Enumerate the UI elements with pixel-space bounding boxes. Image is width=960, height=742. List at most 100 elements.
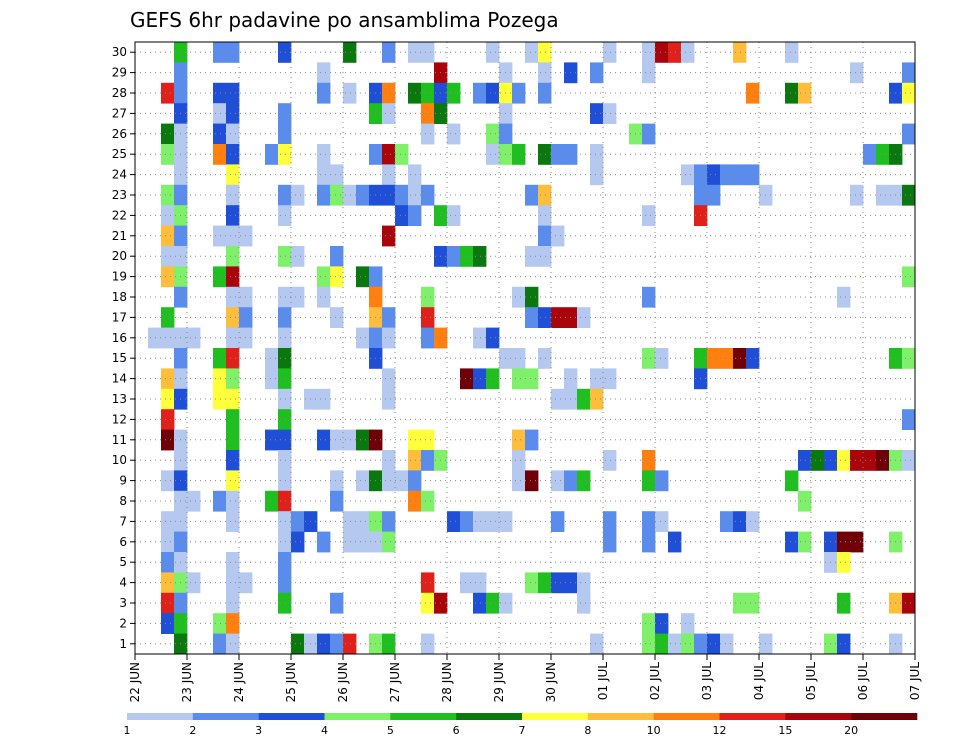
- heatmap-cell: [642, 531, 656, 553]
- y-tick-label: 8: [119, 494, 127, 508]
- heatmap-cell: [538, 62, 552, 84]
- heatmap-cell: [278, 42, 292, 63]
- heatmap-cell: [330, 307, 344, 328]
- heatmap-cell: [213, 388, 227, 410]
- heatmap-cell: [668, 531, 682, 553]
- heatmap-cell: [356, 429, 370, 451]
- y-tick-label: 13: [112, 392, 127, 406]
- heatmap-cell: [707, 348, 721, 369]
- heatmap-cell: [720, 511, 734, 532]
- heatmap-cell: [161, 429, 175, 451]
- heatmap-cell: [798, 450, 812, 471]
- heatmap-cell: [447, 205, 461, 226]
- heatmap-cell: [876, 184, 890, 206]
- heatmap-cell: [161, 409, 175, 430]
- heatmap-cell: [590, 103, 604, 124]
- heatmap-cell: [733, 42, 747, 63]
- heatmap-cell: [226, 246, 240, 267]
- x-tick-label: 02 JUL: [648, 662, 662, 700]
- heatmap-cell: [278, 490, 292, 512]
- heatmap-cell: [408, 429, 422, 451]
- heatmap-cell: [512, 348, 526, 369]
- heatmap-cell: [343, 42, 357, 63]
- heatmap-cell: [525, 246, 539, 267]
- heatmap-cell: [278, 552, 292, 573]
- heatmap-cell: [213, 144, 227, 165]
- heatmap-cell: [785, 531, 799, 553]
- heatmap-cell: [317, 62, 331, 84]
- heatmap-cell: [642, 123, 656, 145]
- heatmap-cell: [317, 633, 331, 655]
- heatmap-cell: [317, 266, 331, 288]
- heatmap-cell: [395, 184, 409, 206]
- heatmap-cell: [811, 450, 825, 471]
- heatmap-cell: [291, 184, 305, 206]
- colorbar-label: 2: [189, 724, 196, 737]
- y-tick-label: 14: [112, 372, 127, 386]
- heatmap-cell: [291, 286, 305, 308]
- heatmap-cell: [551, 572, 565, 594]
- heatmap-cell: [642, 42, 656, 63]
- heatmap-cell: [603, 450, 617, 471]
- heatmap-cell: [525, 307, 539, 328]
- heatmap-cell: [837, 450, 851, 471]
- heatmap-cell: [486, 42, 500, 63]
- heatmap-cell: [161, 266, 175, 288]
- heatmap-cell: [161, 225, 175, 247]
- heatmap-cell: [213, 82, 227, 104]
- heatmap-cell: [408, 205, 422, 226]
- heatmap-cell: [590, 633, 604, 655]
- heatmap-cell: [278, 246, 292, 267]
- heatmap-cell: [356, 184, 370, 206]
- heatmap-cell: [278, 531, 292, 553]
- heatmap-cell: [642, 470, 656, 492]
- heatmap-cell: [525, 184, 539, 206]
- y-tick-label: 16: [112, 331, 127, 345]
- colorbar-swatch: [653, 713, 720, 720]
- heatmap-cell: [356, 266, 370, 288]
- y-tick-label: 27: [112, 106, 127, 120]
- heatmap-cell: [226, 82, 240, 104]
- heatmap-cell: [850, 62, 864, 84]
- y-tick-label: 3: [119, 596, 127, 610]
- heatmap-cell: [382, 184, 396, 206]
- heatmap-cell: [512, 470, 526, 492]
- heatmap-cell: [655, 42, 669, 63]
- heatmap-cell: [837, 592, 851, 614]
- heatmap-cell: [356, 531, 370, 553]
- heatmap-cell: [213, 103, 227, 124]
- y-tick-label: 18: [112, 290, 127, 304]
- heatmap-cell: [226, 511, 240, 532]
- heatmap-cell: [486, 511, 500, 532]
- heatmap-cell: [837, 286, 851, 308]
- heatmap-cell: [421, 592, 435, 614]
- colorbar-label: 7: [519, 724, 526, 737]
- heatmap-cell: [590, 368, 604, 390]
- heatmap-cell: [746, 511, 760, 532]
- heatmap-cell: [421, 429, 435, 451]
- heatmap-cell: [343, 429, 357, 451]
- heatmap-cell: [655, 633, 669, 655]
- heatmap-cell: [213, 266, 227, 288]
- y-tick-label: 28: [112, 86, 127, 100]
- colorbar-label: 12: [713, 724, 727, 737]
- heatmap-cell: [343, 82, 357, 104]
- heatmap-cell: [525, 42, 539, 63]
- y-axis-ticks: 1234567891011121314151617181920212223242…: [112, 45, 135, 651]
- heatmap-cell: [187, 572, 201, 594]
- heatmap-cell: [577, 388, 591, 410]
- heatmap-cell: [161, 470, 175, 492]
- heatmap-cell: [382, 531, 396, 553]
- heatmap-cell: [603, 368, 617, 390]
- colorbar-label: 5: [387, 724, 394, 737]
- heatmap-cell: [850, 450, 864, 471]
- heatmap-cell: [603, 42, 617, 63]
- x-tick-label: 29 JUN: [492, 662, 506, 702]
- heatmap-cell: [161, 144, 175, 165]
- heatmap-cell: [330, 184, 344, 206]
- heatmap-cell: [226, 164, 240, 186]
- y-tick-label: 5: [119, 555, 127, 569]
- heatmap-cell: [382, 82, 396, 104]
- heatmap-cell: [551, 225, 565, 247]
